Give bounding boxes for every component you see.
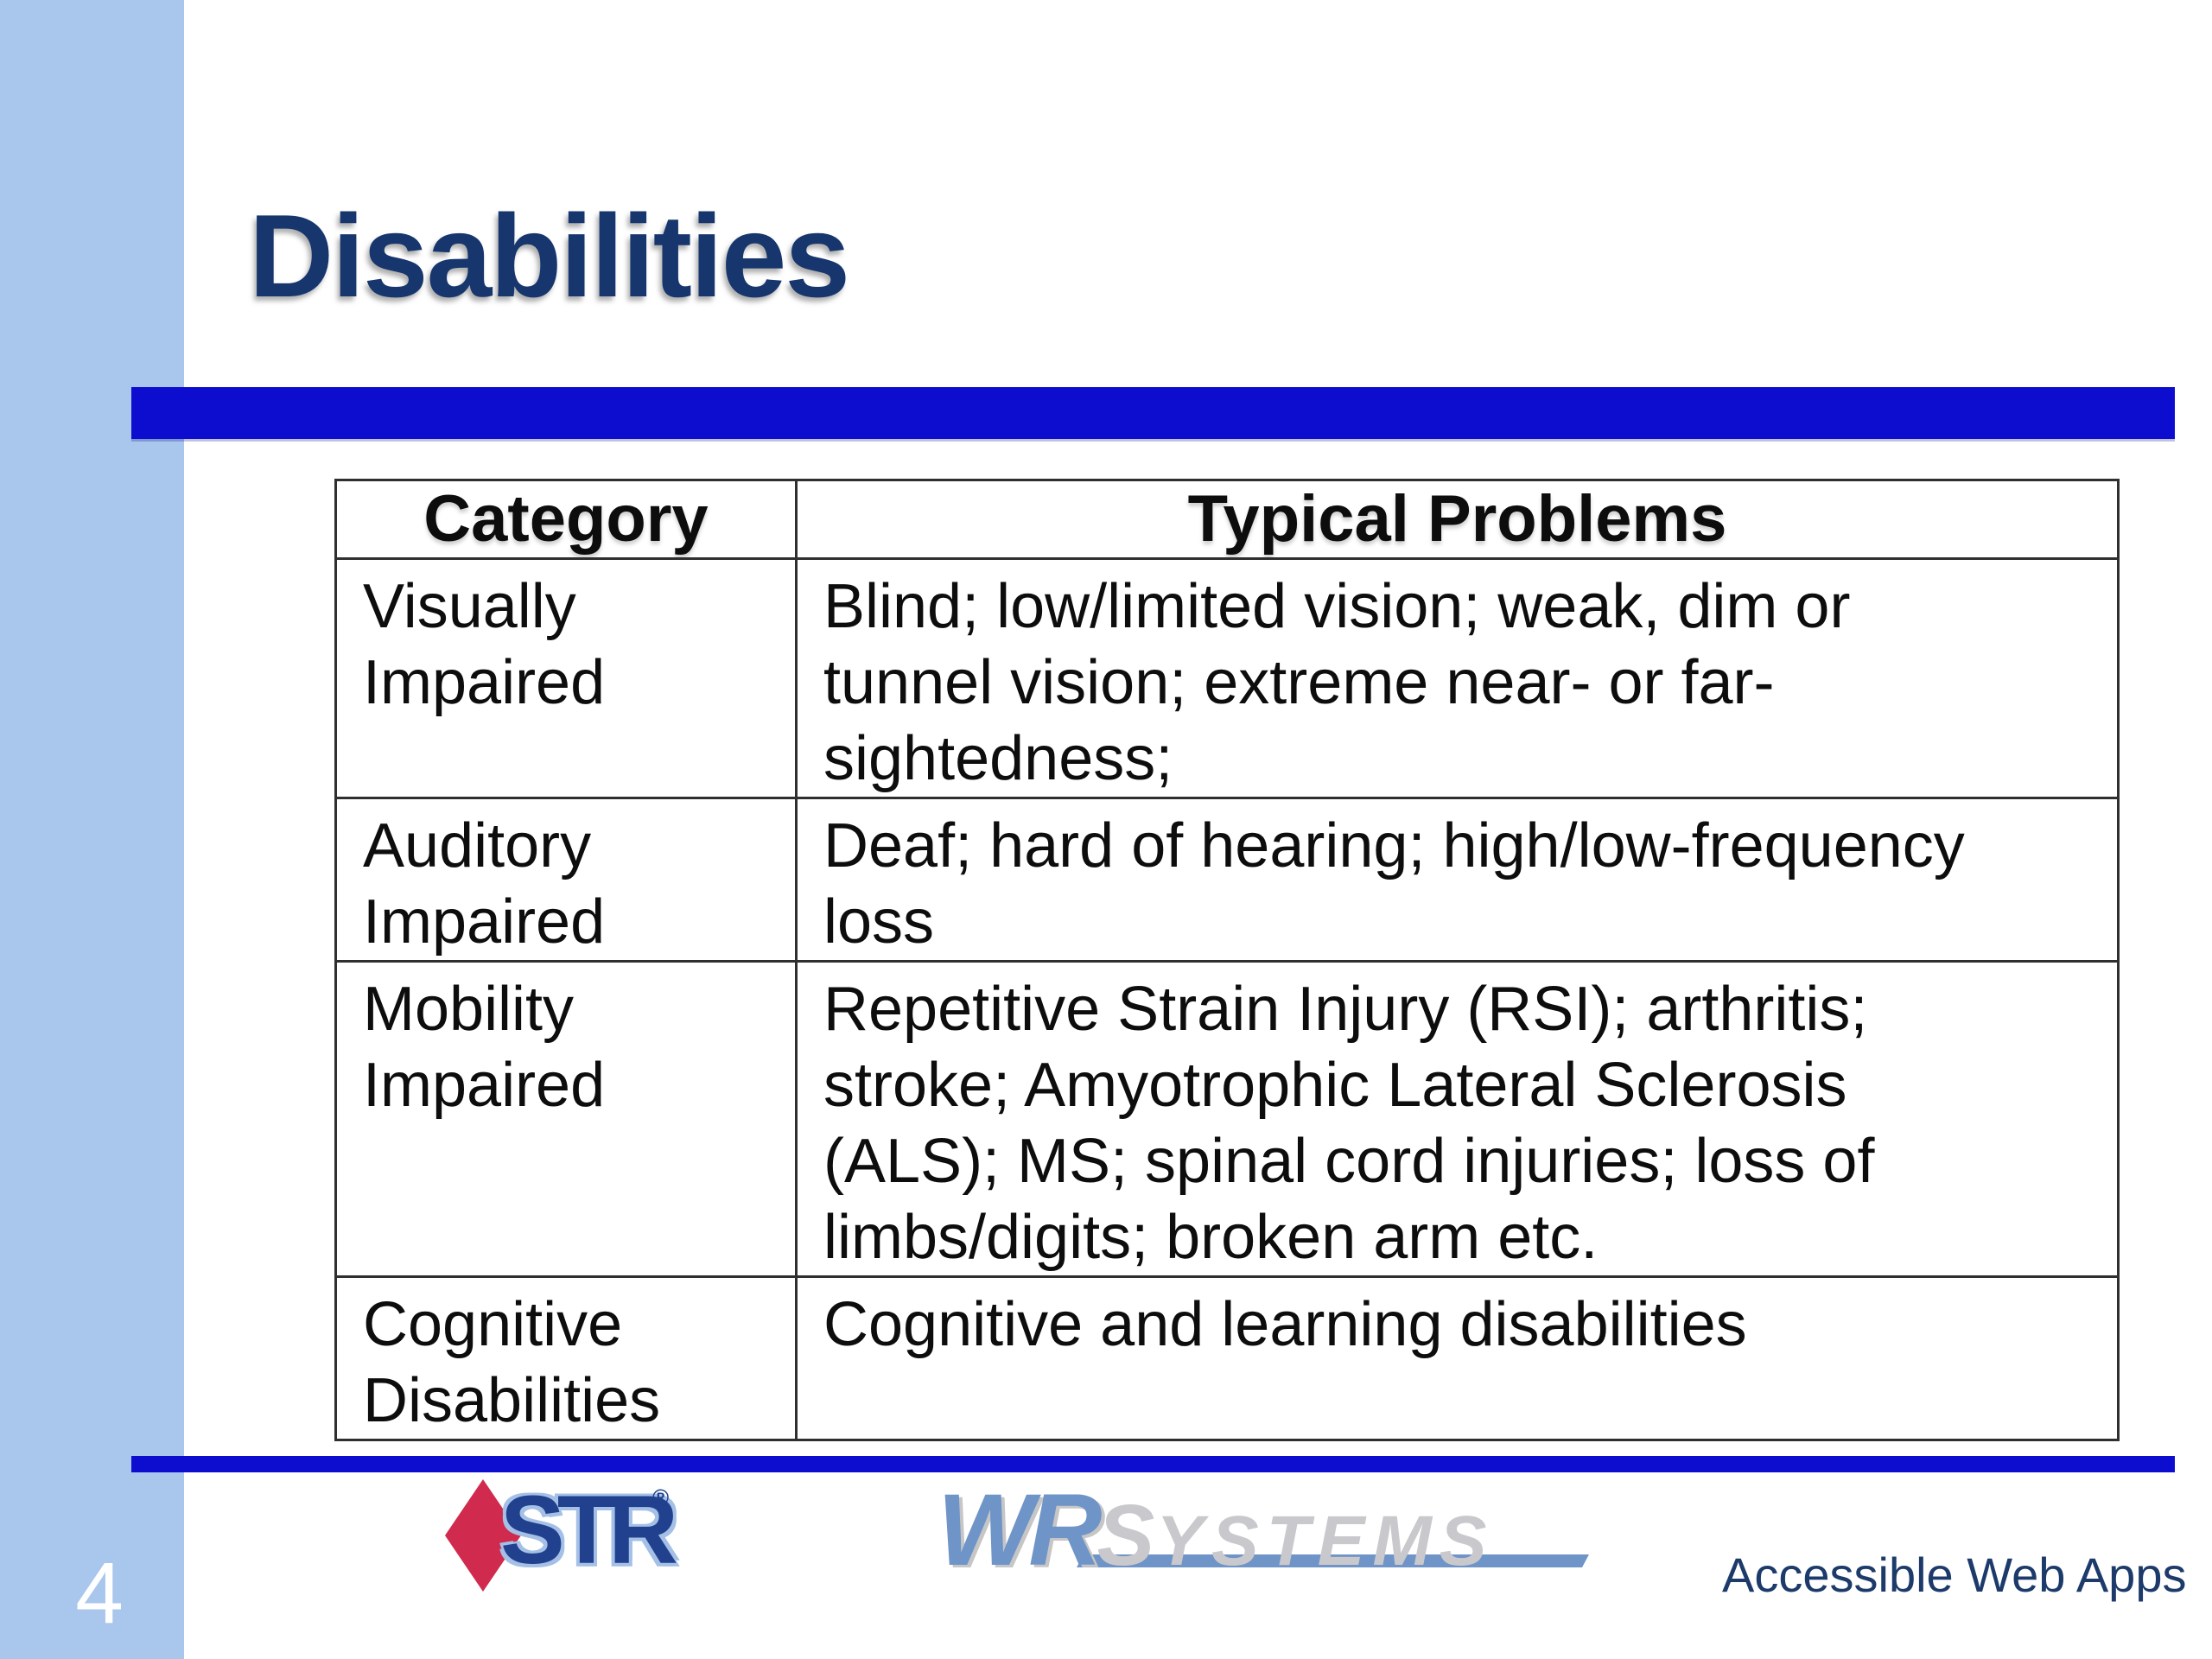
systems-logo-text: YSTEMS xyxy=(1156,1502,1495,1580)
table-row: Cognitive Disabilities Cognitive and lea… xyxy=(334,1275,2120,1441)
systems-logo-initial: S xyxy=(1096,1487,1157,1584)
column-header-category: Category xyxy=(334,479,798,560)
footer-tagline: Accessible Web Apps xyxy=(1722,1548,2187,1602)
problems-cell: Blind; low/limited vision; weak, dim or … xyxy=(795,557,2120,799)
table-row: Mobility Impaired Repetitive Strain Inju… xyxy=(334,960,2120,1278)
page-title: Disabilities xyxy=(249,190,850,321)
sidebar-accent-band xyxy=(0,0,184,1659)
registered-trademark-icon: ® xyxy=(652,1484,670,1510)
bottom-divider-bar xyxy=(131,1456,2175,1472)
wr-logo-text: WR xyxy=(938,1473,1103,1587)
page-number: 4 xyxy=(75,1545,124,1642)
wr-systems-logo: WRSYSTEMS xyxy=(938,1479,1620,1600)
table-header-row: Category Typical Problems xyxy=(334,479,2120,560)
disabilities-table: Category Typical Problems Visually Impai… xyxy=(334,479,2120,1441)
column-header-typical-problems: Typical Problems xyxy=(795,479,2120,560)
str-logo-text: STR xyxy=(500,1476,678,1584)
category-cell: Visually Impaired xyxy=(334,557,798,799)
table-row: Auditory Impaired Deaf; hard of hearing;… xyxy=(334,797,2120,963)
top-divider-bar xyxy=(131,387,2175,439)
category-cell: Mobility Impaired xyxy=(334,960,798,1278)
table-row: Visually Impaired Blind; low/limited vis… xyxy=(334,557,2120,799)
problems-cell: Cognitive and learning disabilities xyxy=(795,1275,2120,1441)
category-cell: Auditory Impaired xyxy=(334,797,798,963)
str-logo: STR ® xyxy=(445,1474,730,1621)
category-cell: Cognitive Disabilities xyxy=(334,1275,798,1441)
problems-cell: Repetitive Strain Injury (RSI); arthriti… xyxy=(795,960,2120,1278)
problems-cell: Deaf; hard of hearing; high/low-frequenc… xyxy=(795,797,2120,963)
